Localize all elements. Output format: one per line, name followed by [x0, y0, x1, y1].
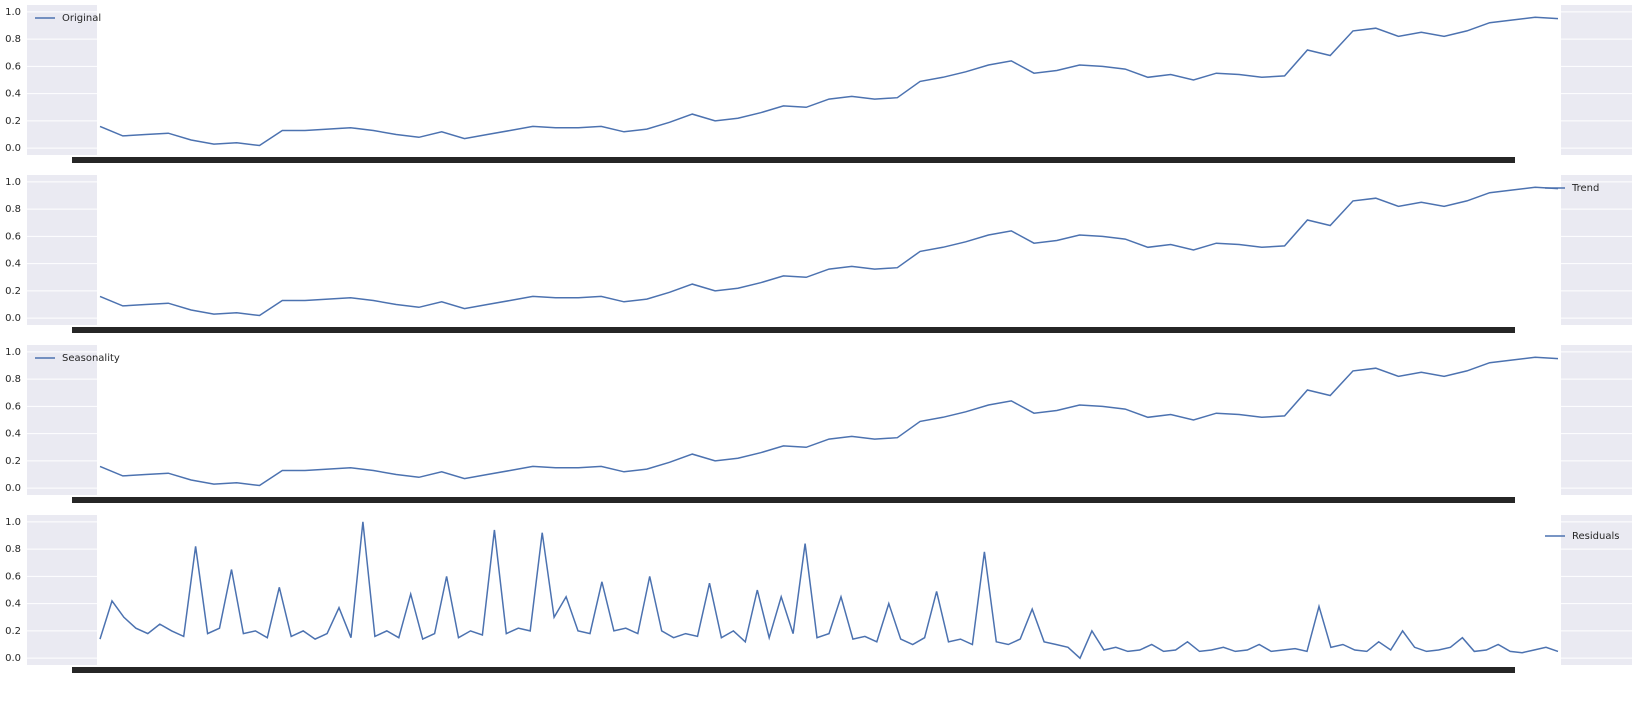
y-tick-label: 0.6 [5, 61, 21, 72]
dense-x-grid [97, 515, 1561, 665]
dense-x-grid [97, 175, 1561, 325]
subplot: 0.0 0.2 0.4 0.6 0.8 1.0 Residuals [5, 515, 1632, 673]
dense-x-grid [97, 5, 1561, 155]
y-tick-label: 0.0 [5, 483, 21, 494]
subplot: 0.0 0.2 0.4 0.6 0.8 1.0 Original [5, 5, 1632, 163]
legend-label: Trend [1571, 183, 1599, 194]
y-tick-label: 0.8 [5, 544, 21, 555]
legend-label: Seasonality [62, 353, 120, 364]
subplot: 0.0 0.2 0.4 0.6 0.8 1.0 Trend [5, 175, 1632, 333]
y-tick-label: 0.8 [5, 34, 21, 45]
x-tick-labels-overlap [72, 157, 1515, 163]
y-tick-label: 0.0 [5, 143, 21, 154]
subplot: 0.0 0.2 0.4 0.6 0.8 1.0 Seasonality [5, 345, 1632, 503]
y-tick-label: 0.2 [5, 456, 21, 467]
y-tick-label: 0.0 [5, 653, 21, 664]
x-tick-labels-overlap [72, 327, 1515, 333]
y-tick-label: 0.4 [5, 89, 21, 100]
dense-x-grid [97, 345, 1561, 495]
series-line [99, 521, 1559, 660]
x-tick-labels-overlap [72, 667, 1515, 673]
y-tick-label: 0.8 [5, 204, 21, 215]
y-tick-label: 0.2 [5, 116, 21, 127]
y-tick-label: 1.0 [5, 7, 21, 18]
y-tick-label: 1.0 [5, 517, 21, 528]
y-tick-label: 0.4 [5, 429, 21, 440]
y-tick-label: 0.0 [5, 313, 21, 324]
series-line [99, 356, 1559, 487]
y-tick-label: 0.2 [5, 626, 21, 637]
y-tick-label: 0.6 [5, 401, 21, 412]
y-tick-label: 0.4 [5, 259, 21, 270]
y-tick-label: 1.0 [5, 347, 21, 358]
y-tick-label: 0.2 [5, 286, 21, 297]
y-tick-label: 0.8 [5, 374, 21, 385]
y-tick-label: 1.0 [5, 177, 21, 188]
legend-label: Original [62, 13, 101, 24]
series-line [99, 16, 1559, 147]
x-tick-labels-overlap [72, 497, 1515, 503]
legend-label: Residuals [1572, 531, 1619, 542]
y-tick-label: 0.4 [5, 599, 21, 610]
y-tick-label: 0.6 [5, 571, 21, 582]
series-line [99, 186, 1559, 317]
y-tick-label: 0.6 [5, 231, 21, 242]
